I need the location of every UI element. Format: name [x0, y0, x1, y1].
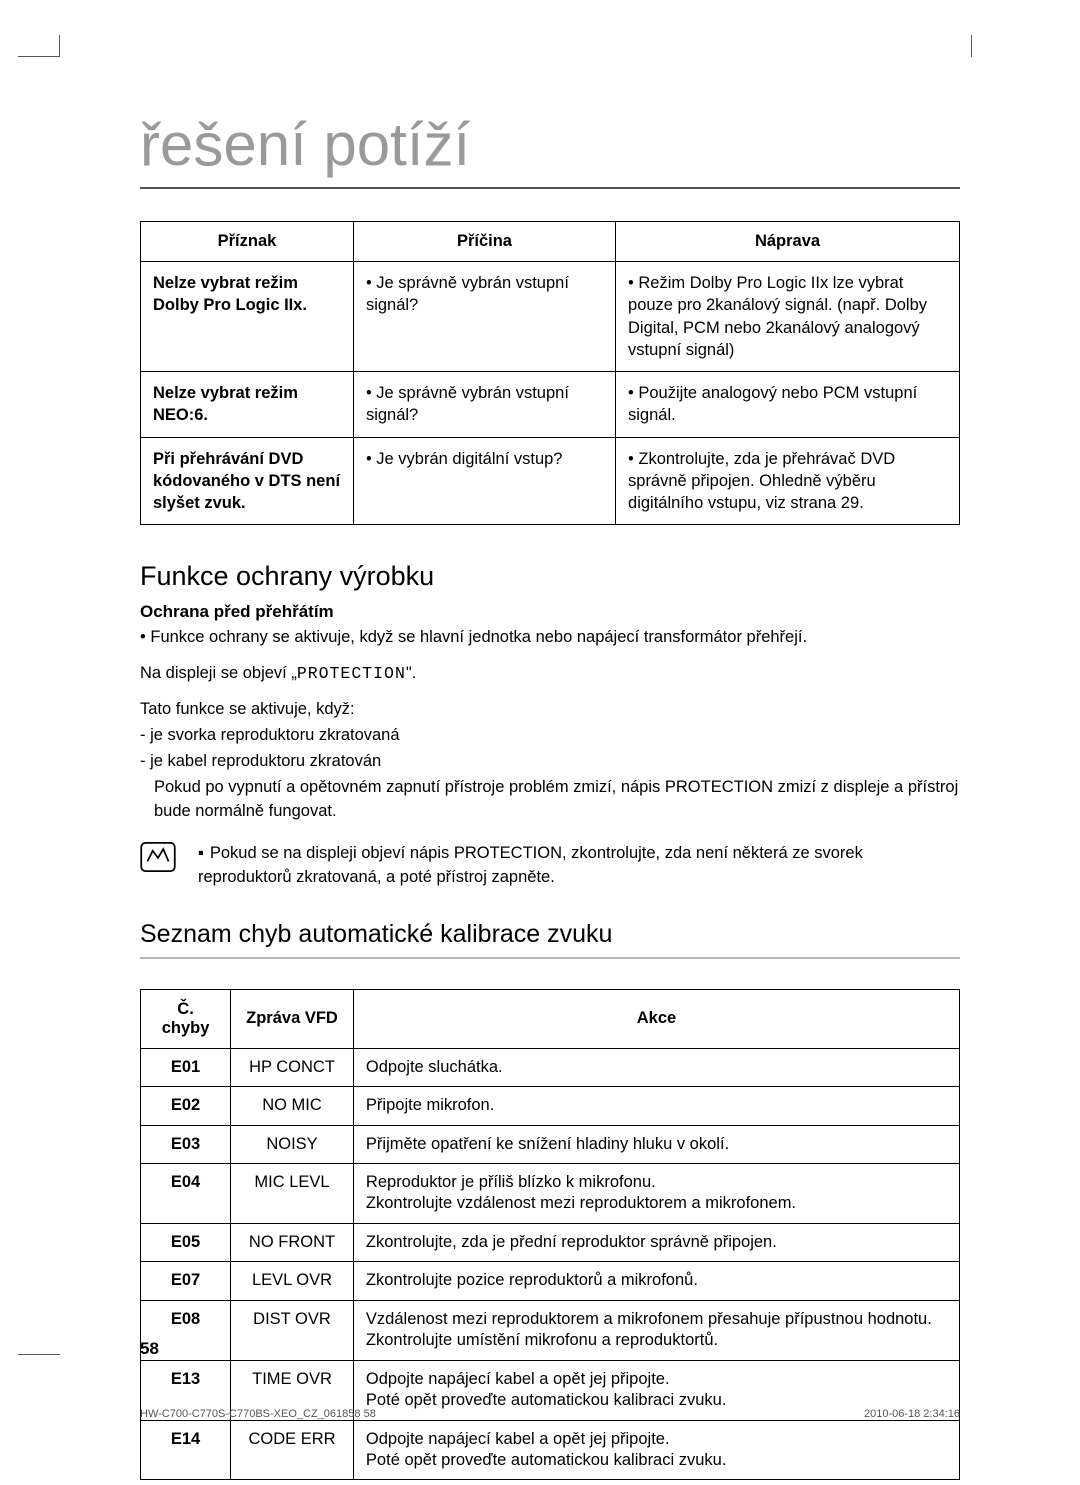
cell-code: E05 — [141, 1223, 231, 1261]
cell-msg: MIC LEVL — [231, 1164, 354, 1224]
cell-symptom: Nelze vybrat režim Dolby Pro Logic IIx. — [141, 262, 354, 372]
cell-msg: LEVL OVR — [231, 1262, 354, 1300]
cell-remedy: • Použijte analogový nebo PCM vstupní si… — [616, 372, 960, 438]
table-row: E04MIC LEVLReproduktor je příliš blízko … — [141, 1164, 960, 1224]
protection-line2: Na displeji se objeví „PROTECTION". — [140, 662, 960, 686]
cell-remedy: • Zkontrolujte, zda je přehrávač DVD spr… — [616, 437, 960, 525]
cell-action: Odpojte napájecí kabel a opět jej připoj… — [353, 1420, 959, 1480]
th-remedy: Náprava — [616, 222, 960, 262]
cell-action: Reproduktor je příliš blízko k mikrofonu… — [353, 1164, 959, 1224]
error-list-heading: Seznam chyb automatické kalibrace zvuku — [140, 920, 960, 959]
table-row: E14CODE ERROdpojte napájecí kabel a opět… — [141, 1420, 960, 1480]
table-header-row: Č. chyby Zpráva VFD Akce — [141, 989, 960, 1048]
cell-code: E04 — [141, 1164, 231, 1224]
page-content: řešení potíží Příznak Příčina Náprava Ne… — [0, 0, 1080, 1480]
protection-line2-prefix: Na displeji se objeví „ — [140, 664, 297, 682]
cell-msg: NO FRONT — [231, 1223, 354, 1261]
cell-code: E07 — [141, 1262, 231, 1300]
protection-line4: - je svorka reproduktoru zkratovaná — [140, 724, 960, 748]
note-text: ▪Pokud se na displeji objeví nápis PROTE… — [198, 842, 960, 890]
cell-action: Vzdálenost mezi reproduktorem a mikrofon… — [353, 1300, 959, 1360]
protection-subhead: Ochrana před přehřátím — [140, 602, 960, 622]
table-row: E03NOISYPřijměte opatření ke snížení hla… — [141, 1125, 960, 1163]
table-row: E01HP CONCTOdpojte sluchátka. — [141, 1048, 960, 1086]
crop-mark-bl — [18, 1353, 60, 1355]
note-bullet-icon: ▪ — [198, 842, 204, 866]
table-row: E08DIST OVRVzdálenost mezi reproduktorem… — [141, 1300, 960, 1360]
protection-line6: Pokud po vypnutí a opětovném zapnutí pří… — [140, 776, 960, 824]
table-header-row: Příznak Příčina Náprava — [141, 222, 960, 262]
cell-symptom: Při přehrávání DVD kódovaného v DTS není… — [141, 437, 354, 525]
table-row: E05NO FRONTZkontrolujte, zda je přední r… — [141, 1223, 960, 1261]
th-symptom: Příznak — [141, 222, 354, 262]
protection-line2-suffix: ". — [406, 664, 416, 682]
cell-msg: HP CONCT — [231, 1048, 354, 1086]
cell-action: Zkontrolujte, zda je přední reproduktor … — [353, 1223, 959, 1261]
protection-line1: • Funkce ochrany se aktivuje, když se hl… — [140, 626, 960, 650]
th-cause: Příčina — [353, 222, 615, 262]
protection-line2-mono: PROTECTION — [297, 664, 406, 683]
cell-cause: • Je správně vybrán vstupní signál? — [353, 262, 615, 372]
note-icon — [140, 842, 176, 872]
note-text-content: Pokud se na displeji objeví nápis PROTEC… — [198, 844, 863, 886]
troubleshooting-table: Příznak Příčina Náprava Nelze vybrat rež… — [140, 221, 960, 525]
cell-action: Odpojte sluchátka. — [353, 1048, 959, 1086]
cell-code: E01 — [141, 1048, 231, 1086]
cell-code: E14 — [141, 1420, 231, 1480]
th-err-code: Č. chyby — [141, 989, 231, 1048]
cell-remedy: • Režim Dolby Pro Logic IIx lze vybrat p… — [616, 262, 960, 372]
footer-left: HW-C700-C770S-C770BS-XEO_CZ_061858 58 — [140, 1408, 376, 1420]
cell-msg: DIST OVR — [231, 1300, 354, 1360]
th-err-msg: Zpráva VFD — [231, 989, 354, 1048]
table-row: Nelze vybrat režim Dolby Pro Logic IIx.•… — [141, 262, 960, 372]
page-title: řešení potíží — [140, 110, 960, 189]
note-row: ▪Pokud se na displeji objeví nápis PROTE… — [140, 842, 960, 890]
table-row: Při přehrávání DVD kódovaného v DTS není… — [141, 437, 960, 525]
table-row: Nelze vybrat režim NEO:6.• Je správně vy… — [141, 372, 960, 438]
cell-msg: NOISY — [231, 1125, 354, 1163]
table-row: E07LEVL OVRZkontrolujte pozice reprodukt… — [141, 1262, 960, 1300]
crop-mark-tl — [18, 35, 60, 57]
cell-symptom: Nelze vybrat režim NEO:6. — [141, 372, 354, 438]
cell-code: E03 — [141, 1125, 231, 1163]
cell-action: Zkontrolujte pozice reproduktorů a mikro… — [353, 1262, 959, 1300]
protection-line5: - je kabel reproduktoru zkratován — [140, 750, 960, 774]
protection-line3: Tato funkce se aktivuje, když: — [140, 698, 960, 722]
crop-mark-tr — [970, 35, 972, 57]
footer-right: 2010-06-18 2:34:16 — [864, 1408, 960, 1420]
cell-action: Připojte mikrofon. — [353, 1087, 959, 1125]
page-number: 58 — [140, 1339, 159, 1359]
protection-heading: Funkce ochrany výrobku — [140, 561, 960, 592]
error-table: Č. chyby Zpráva VFD Akce E01HP CONCTOdpo… — [140, 989, 960, 1481]
cell-cause: • Je vybrán digitální vstup? — [353, 437, 615, 525]
cell-msg: NO MIC — [231, 1087, 354, 1125]
cell-code: E02 — [141, 1087, 231, 1125]
cell-msg: CODE ERR — [231, 1420, 354, 1480]
cell-cause: • Je správně vybrán vstupní signál? — [353, 372, 615, 438]
th-err-action: Akce — [353, 989, 959, 1048]
table-row: E02NO MICPřipojte mikrofon. — [141, 1087, 960, 1125]
cell-action: Přijměte opatření ke snížení hladiny hlu… — [353, 1125, 959, 1163]
